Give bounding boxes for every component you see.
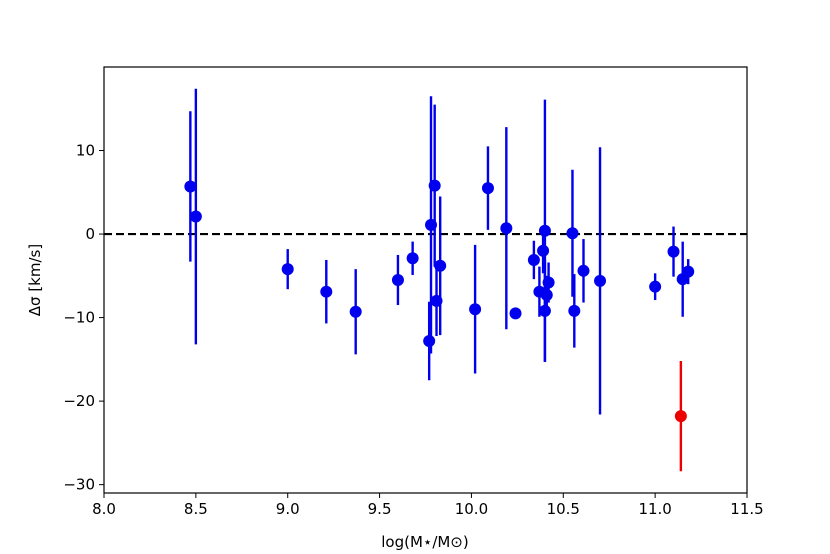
x-tick-label: 10.5 [547, 500, 580, 518]
x-tick-label: 9.5 [368, 500, 392, 518]
sample-data-point [469, 303, 482, 316]
sample-data-point [430, 294, 443, 307]
x-tick-label: 9.0 [276, 500, 300, 518]
sample-data-point [537, 244, 550, 257]
outlier-data-point [674, 410, 687, 423]
sample-data-point [649, 280, 662, 293]
y-tick-label: 10 [76, 142, 95, 160]
sample-data-point [566, 227, 579, 240]
axis-ticks: 8.0 8.5 9.0 9.5 10.0 10.5 11.0 11.5 10 0 −10 −20 −30 [63, 142, 763, 518]
sample-data-point [538, 304, 551, 317]
sample-data-point [391, 274, 404, 286]
sample-data-point [500, 222, 513, 235]
sample-data-point [538, 224, 551, 237]
sample-data-point [542, 276, 555, 289]
sample-data-point [423, 334, 436, 347]
x-tick-label: 11.0 [638, 500, 671, 518]
x-axis-label: log(M⋆/M⊙) [381, 533, 468, 551]
sample-data-point [434, 259, 447, 272]
sample-data-point [184, 180, 197, 193]
sample-data-point [509, 307, 522, 320]
sample-data-point [667, 245, 680, 258]
axes-frame [103, 66, 748, 494]
y-tick-label: −20 [63, 392, 95, 410]
x-tick-label: 11.5 [730, 500, 763, 518]
sample-data-point [425, 218, 438, 231]
sample-data-point [320, 285, 333, 298]
sample-data-point [406, 252, 419, 265]
sample-data-point [568, 304, 581, 317]
x-tick-label: 8.0 [92, 500, 116, 518]
sample-data-point [540, 289, 553, 302]
sample-data-point [594, 274, 607, 287]
sample-data-point [577, 264, 590, 277]
sample-data-point [682, 265, 695, 278]
x-tick-label: 8.5 [184, 500, 208, 518]
y-tick-label: 0 [85, 225, 95, 243]
y-tick-label: −10 [63, 309, 95, 327]
y-axis-label: Δσ [km/s] [26, 244, 44, 316]
sample-data-point [281, 263, 294, 276]
plot-area [104, 88, 747, 472]
y-tick-label: −30 [63, 476, 95, 494]
x-tick-label: 10.0 [455, 500, 488, 518]
sample-data-point [349, 305, 362, 318]
sample-data-point [428, 179, 441, 192]
sample-data-point [527, 253, 540, 266]
sample-data-point [481, 182, 494, 195]
sample-data-point [189, 210, 202, 223]
